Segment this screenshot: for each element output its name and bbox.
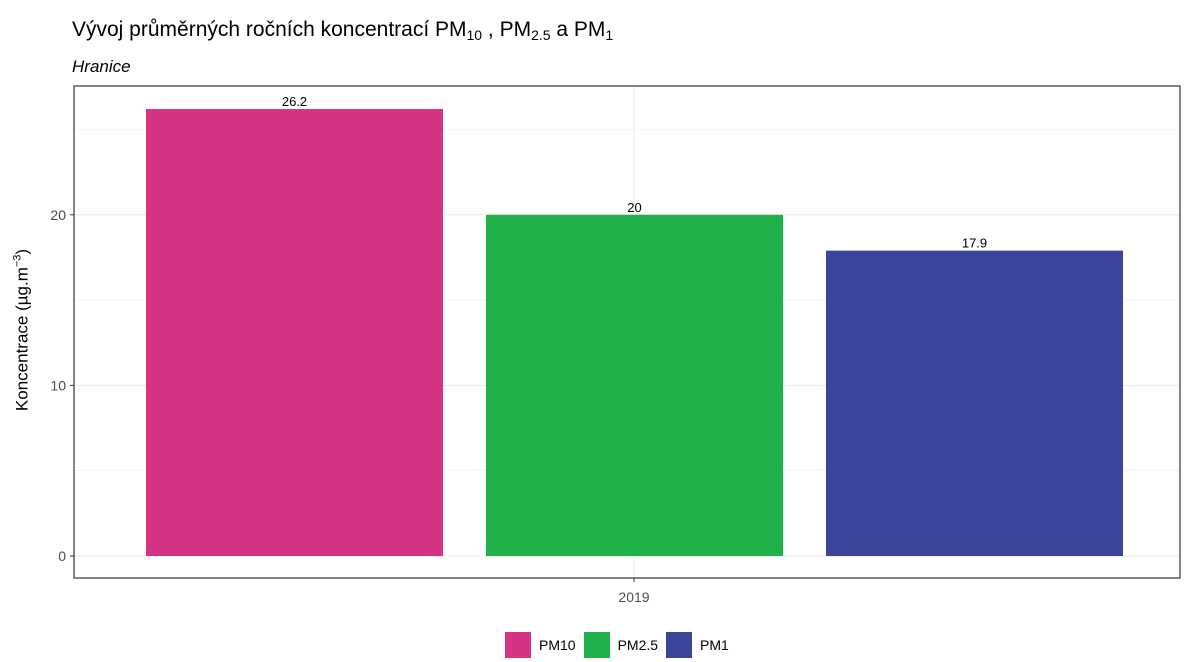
y-tick-label-20: 20 (50, 207, 66, 223)
legend-key-pm25 (583, 632, 610, 658)
legend-item-pm25: PM2.5 (583, 632, 659, 658)
chart-subtitle: Hranice (72, 57, 131, 76)
bar-pm10 (146, 109, 443, 556)
legend-item-pm1: PM1 (666, 632, 729, 658)
data-label-pm10: 26.2 (282, 94, 307, 109)
legend-key-pm1 (666, 632, 693, 658)
data-label-pm1: 17.9 (962, 236, 987, 251)
bar-pm25 (486, 214, 783, 557)
legend-item-pm10: PM10 (505, 632, 576, 658)
x-tick-label-2019: 2019 (618, 589, 649, 605)
legend: PM10 PM2.5 PM1 (505, 632, 737, 658)
plot-panel-border (73, 85, 1181, 579)
legend-label-pm1: PM1 (700, 637, 729, 653)
legend-label-pm25: PM2.5 (617, 637, 659, 653)
chart-title: Vývoj průměrných ročních koncentrací PM1… (72, 18, 614, 43)
y-tick-label-0: 0 (58, 548, 66, 564)
legend-label-pm10: PM10 (539, 637, 576, 653)
legend-key-pm10 (505, 632, 531, 658)
bar-pm1 (826, 250, 1123, 556)
y-tick-label-10: 10 (50, 377, 66, 393)
data-label-pm25: 20 (627, 200, 641, 215)
